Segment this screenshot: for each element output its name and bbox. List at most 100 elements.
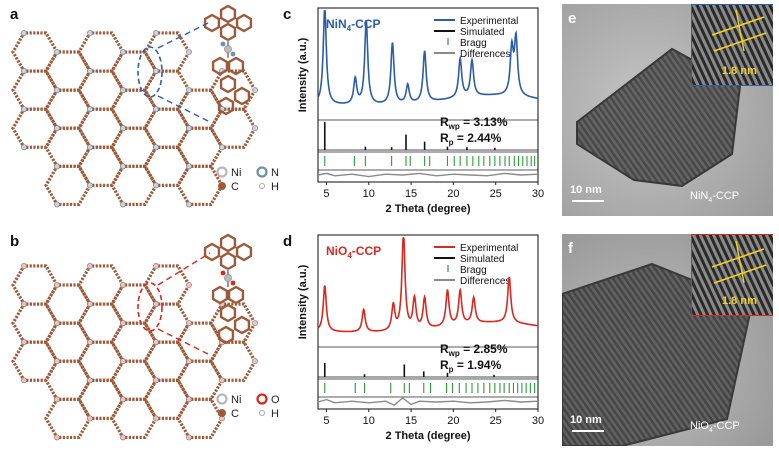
metal-node (186, 201, 192, 208)
metal-node (54, 434, 60, 441)
panel-label-b: b (10, 233, 20, 250)
legend-label-c: C (231, 408, 239, 420)
tem-image-nio4: f 1.8 nm 10 nm NiO4-CCP (562, 234, 773, 446)
panel-label-e: e (568, 10, 577, 27)
legend-label-ni: Ni (231, 394, 241, 406)
highlight-ellipse-a (137, 46, 163, 98)
legend-entry: Simulated (460, 254, 504, 265)
metal-node (54, 49, 60, 55)
legend-entry: Simulated (460, 27, 504, 38)
metal-node (21, 68, 27, 74)
spacing-arrow-f (735, 240, 745, 284)
inset-spacing-label-e: 1.8 nm (722, 65, 757, 77)
highlight-ellipse-b (137, 282, 163, 332)
metal-node (153, 30, 159, 36)
molecule-ring (219, 251, 237, 271)
metal-node (54, 358, 60, 365)
metal-node (120, 201, 126, 208)
metal-node (153, 182, 159, 189)
metal-node (186, 282, 192, 288)
metal-node (153, 339, 159, 346)
metal-node (153, 415, 159, 422)
panel-label-d: d (283, 233, 293, 250)
scale-bar-label-f: 10 nm (570, 414, 602, 426)
fit-statistic: Rp = 1.94% (440, 358, 502, 374)
honeycomb-lattice-a (11, 30, 258, 208)
molecule-ring (217, 325, 235, 345)
panel-label-f: f (568, 240, 573, 257)
metal-node (153, 377, 159, 384)
plot-frame (317, 234, 539, 410)
legend-entry: Differences (460, 276, 510, 287)
inset-lattice-f (692, 235, 773, 315)
legend-entry: Bragg (460, 265, 487, 276)
experimental-series (317, 237, 538, 333)
metal-node (219, 377, 225, 384)
panel-label-a: a (10, 6, 19, 23)
metal-node (120, 125, 126, 132)
legend-entry: Differences (460, 49, 510, 60)
metal-node (87, 339, 93, 346)
metal-node (186, 87, 192, 94)
y-axis-label: Intensity (a.u.) (297, 264, 309, 339)
metal-node (153, 263, 159, 269)
chart-title: NiN4-CCP (326, 17, 380, 33)
metal-node (252, 320, 258, 327)
x-axis-label: 2 Theta (degree) (386, 203, 471, 215)
legend-label-c: C (231, 181, 239, 193)
honeycomb-lattice-b (11, 263, 258, 441)
metal-node (153, 301, 159, 307)
ni-n4-framework-structure: Ni N C H (11, 4, 279, 208)
metal-node (120, 163, 126, 170)
metal-node (54, 87, 60, 94)
lattice-line-f2 (713, 264, 767, 284)
molecule-ring (233, 315, 251, 335)
x-tick-label: 20 (447, 415, 459, 427)
molecule-ring (235, 13, 253, 33)
metal-node (21, 144, 27, 151)
spacing-arrow-e (735, 9, 745, 52)
fit-statistic: Rwp = 2.85% (440, 342, 508, 358)
legend-swatch-ni (216, 166, 228, 178)
molecule-ring (233, 86, 251, 106)
molecule-ring (203, 13, 221, 33)
metal-node (186, 396, 192, 403)
metal-node (87, 377, 93, 384)
metal-node (54, 125, 60, 132)
metal-node (54, 396, 60, 403)
legend-swatch-h (259, 183, 265, 189)
molecule-ring (227, 285, 245, 305)
legend-swatch-h (259, 410, 265, 416)
molecule-heteroatom (220, 270, 226, 276)
tem-inset-f: 1.8 nm (691, 234, 773, 316)
metal-node (186, 125, 192, 132)
metal-node (87, 144, 93, 151)
x-tick-label: 20 (447, 188, 459, 200)
metal-node (186, 49, 192, 55)
molecule-ring (219, 4, 237, 24)
x-tick-label: 30 (532, 188, 544, 200)
legend-label-o: O (271, 394, 280, 406)
sample-label-f: NiO4-CCP (690, 420, 740, 435)
legend-entry: Experimental (460, 243, 518, 254)
x-tick-label: 30 (532, 415, 544, 427)
metal-node (21, 30, 27, 36)
legend-entry: Experimental (460, 16, 518, 27)
metal-node (21, 377, 27, 384)
metal-node (153, 68, 159, 74)
molecule-ring (235, 242, 253, 262)
legend-swatch-c (218, 182, 226, 190)
metal-node (120, 87, 126, 94)
x-axis-label: 2 Theta (degree) (386, 430, 471, 442)
molecule-ni-atom (224, 45, 232, 53)
legend-swatch-n (256, 166, 268, 178)
x-tick-label: 25 (490, 188, 502, 200)
chart-title: NiO4-CCP (326, 244, 381, 260)
lattice-ring (176, 397, 224, 440)
scale-bar-f (572, 430, 604, 432)
molecule-ni-atom (224, 274, 232, 282)
fit-statistic: Rwp = 3.13% (440, 115, 508, 131)
x-tick-label: 15 (405, 415, 417, 427)
metal-node (54, 201, 60, 208)
metal-node (186, 358, 192, 365)
